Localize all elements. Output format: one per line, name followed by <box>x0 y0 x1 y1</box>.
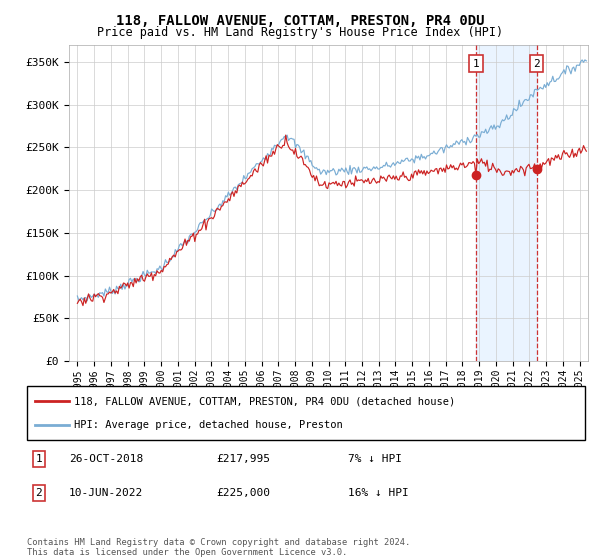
Text: 10-JUN-2022: 10-JUN-2022 <box>69 488 143 498</box>
Text: 118, FALLOW AVENUE, COTTAM, PRESTON, PR4 0DU: 118, FALLOW AVENUE, COTTAM, PRESTON, PR4… <box>116 14 484 28</box>
FancyBboxPatch shape <box>27 386 585 440</box>
Text: Contains HM Land Registry data © Crown copyright and database right 2024.
This d: Contains HM Land Registry data © Crown c… <box>27 538 410 557</box>
Text: 16% ↓ HPI: 16% ↓ HPI <box>348 488 409 498</box>
Text: 1: 1 <box>35 454 43 464</box>
Text: 1: 1 <box>473 59 479 69</box>
Text: 7% ↓ HPI: 7% ↓ HPI <box>348 454 402 464</box>
Text: £217,995: £217,995 <box>216 454 270 464</box>
Text: £225,000: £225,000 <box>216 488 270 498</box>
Text: 2: 2 <box>35 488 43 498</box>
Text: Price paid vs. HM Land Registry's House Price Index (HPI): Price paid vs. HM Land Registry's House … <box>97 26 503 39</box>
Text: 118, FALLOW AVENUE, COTTAM, PRESTON, PR4 0DU (detached house): 118, FALLOW AVENUE, COTTAM, PRESTON, PR4… <box>74 396 455 407</box>
Text: 26-OCT-2018: 26-OCT-2018 <box>69 454 143 464</box>
Text: 2: 2 <box>533 59 540 69</box>
Text: HPI: Average price, detached house, Preston: HPI: Average price, detached house, Pres… <box>74 419 343 430</box>
Bar <box>476 45 537 361</box>
